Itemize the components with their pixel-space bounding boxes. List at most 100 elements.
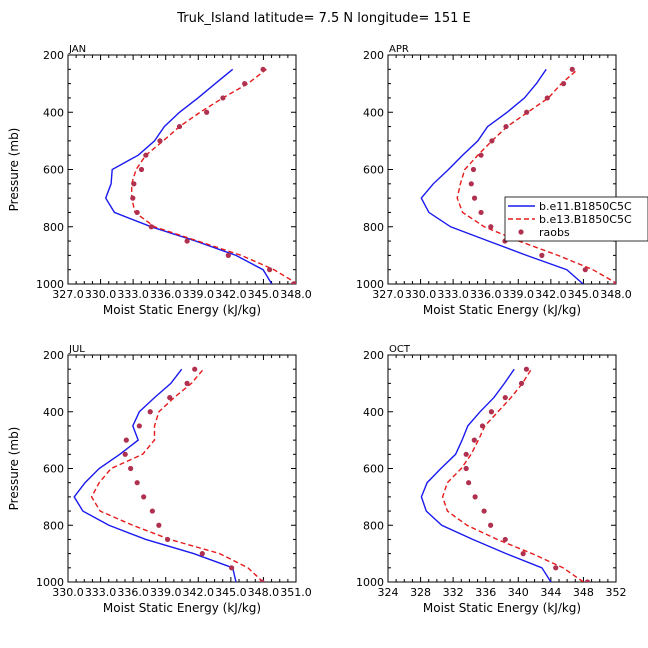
x-tick-label: 333.0 xyxy=(117,288,149,301)
y-axis-label: Pressure (mb) xyxy=(7,128,21,212)
raobs-point xyxy=(199,551,205,557)
raobs-point xyxy=(502,394,508,401)
x-tick-label: 327.0 xyxy=(52,288,84,301)
x-tick-label: 333.0 xyxy=(437,288,469,301)
y-tick-label: 200 xyxy=(363,349,384,362)
raobs-point xyxy=(488,522,494,528)
raobs-point xyxy=(225,252,231,258)
raobs-point xyxy=(130,195,136,201)
raobs-point xyxy=(136,423,142,429)
x-tick-label: 348.0 xyxy=(248,586,280,599)
raobs-point xyxy=(503,123,509,130)
x-axis-label: Moist Static Energy (kJ/kg) xyxy=(423,601,581,615)
panel-apr: APR 327.0 330.0 333.0 336.0 339.0 342.0 345.0 34… xyxy=(356,44,632,317)
raobs-point xyxy=(242,81,248,87)
x-tick-label: 330.0 xyxy=(405,288,437,301)
series-line-e11 xyxy=(73,368,237,582)
series-line-e11 xyxy=(420,68,584,284)
panel-label: OCT xyxy=(389,344,411,355)
y-tick-label: 1000 xyxy=(36,278,64,291)
series-line-e13 xyxy=(441,368,584,582)
y-tick-label: 200 xyxy=(43,49,64,62)
raobs-point xyxy=(518,380,525,386)
raobs-point xyxy=(472,494,478,500)
x-tick-label: 348 xyxy=(573,586,594,599)
x-tick-label: 339.0 xyxy=(150,586,182,599)
raobs-point xyxy=(141,494,147,500)
series-line-e13 xyxy=(456,68,616,284)
raobs-point xyxy=(122,451,128,457)
legend-swatch-dots xyxy=(518,229,524,235)
raobs-point xyxy=(260,66,266,72)
y-tick-label: 200 xyxy=(363,49,384,62)
x-tick-label: 336.0 xyxy=(150,288,182,301)
panel-jan: JAN 327.0 330.0 333.0 336.0 339.0 342.0 345.0 34… xyxy=(7,44,312,317)
raobs-point xyxy=(134,480,140,486)
raobs-point xyxy=(582,267,588,273)
raobs-point xyxy=(520,551,526,557)
series-group xyxy=(73,366,265,582)
y-tick-label: 200 xyxy=(43,349,64,362)
raobs-point xyxy=(290,281,296,284)
figure-title: Truk_Island latitude= 7.5 N longitude= 1… xyxy=(176,11,470,26)
raobs-point xyxy=(560,81,567,87)
raobs-point xyxy=(267,267,273,273)
raobs-point xyxy=(463,451,469,457)
x-axis-label: Moist Static Energy (kJ/kg) xyxy=(423,303,581,317)
raobs-point xyxy=(524,109,530,115)
raobs-point xyxy=(143,152,149,158)
series-line-e13 xyxy=(90,368,264,582)
x-tick-label: 339.0 xyxy=(183,288,215,301)
series-line-e11 xyxy=(104,68,273,284)
raobs-point xyxy=(167,394,173,401)
y-tick-label: 600 xyxy=(363,164,384,177)
y-tick-label: 800 xyxy=(363,221,384,234)
legend-label: raobs xyxy=(539,226,570,239)
y-tick-label: 400 xyxy=(43,106,64,119)
raobs-point xyxy=(184,380,190,386)
y-axis-label: Pressure (mb) xyxy=(7,427,21,511)
legend-box xyxy=(504,196,648,242)
raobs-point xyxy=(613,281,616,284)
y-tick-label: 600 xyxy=(363,463,384,476)
panel-jul: JUL 330.0 333.0 336.0 339.0 342.0 345.0 348.0 35… xyxy=(7,344,312,615)
x-tick-label: 342.0 xyxy=(535,288,567,301)
raobs-point xyxy=(259,579,265,582)
x-tick-label: 332 xyxy=(443,586,464,599)
x-tick-label: 336 xyxy=(475,586,496,599)
legend-label: b.e11.B1850C5C xyxy=(539,200,632,213)
raobs-point xyxy=(128,465,134,472)
x-tick-label: 336.0 xyxy=(470,288,502,301)
series-line-e13 xyxy=(130,68,296,284)
raobs-point xyxy=(569,66,575,72)
x-tick-label: 327.0 xyxy=(372,288,404,301)
raobs-point xyxy=(149,508,155,514)
y-tick-label: 600 xyxy=(43,164,64,177)
x-axis-label: Moist Static Energy (kJ/kg) xyxy=(103,601,261,615)
x-tick-label: 330.0 xyxy=(52,586,84,599)
raobs-point xyxy=(544,95,550,101)
raobs-point xyxy=(523,366,530,372)
raobs-point xyxy=(479,423,486,429)
raobs-point xyxy=(148,224,154,230)
y-tick-label: 1000 xyxy=(356,278,384,291)
y-tick-label: 1000 xyxy=(356,576,384,589)
x-tick-label: 344 xyxy=(540,586,561,599)
raobs-point xyxy=(584,579,591,582)
raobs-point xyxy=(220,95,226,101)
plot-frame xyxy=(387,354,617,583)
raobs-point xyxy=(488,224,494,230)
x-tick-label: 345.0 xyxy=(248,288,280,301)
y-tick-label: 800 xyxy=(363,519,384,532)
y-tick-label: 1000 xyxy=(36,576,64,589)
y-tick-label: 800 xyxy=(43,519,64,532)
raobs-point xyxy=(157,138,163,144)
raobs-point xyxy=(502,536,508,543)
y-tick-label: 400 xyxy=(43,406,64,419)
raobs-point xyxy=(553,565,559,571)
x-tick-label: 352 xyxy=(606,586,627,599)
raobs-point xyxy=(192,366,198,372)
x-tick-label: 351.0 xyxy=(280,586,312,599)
